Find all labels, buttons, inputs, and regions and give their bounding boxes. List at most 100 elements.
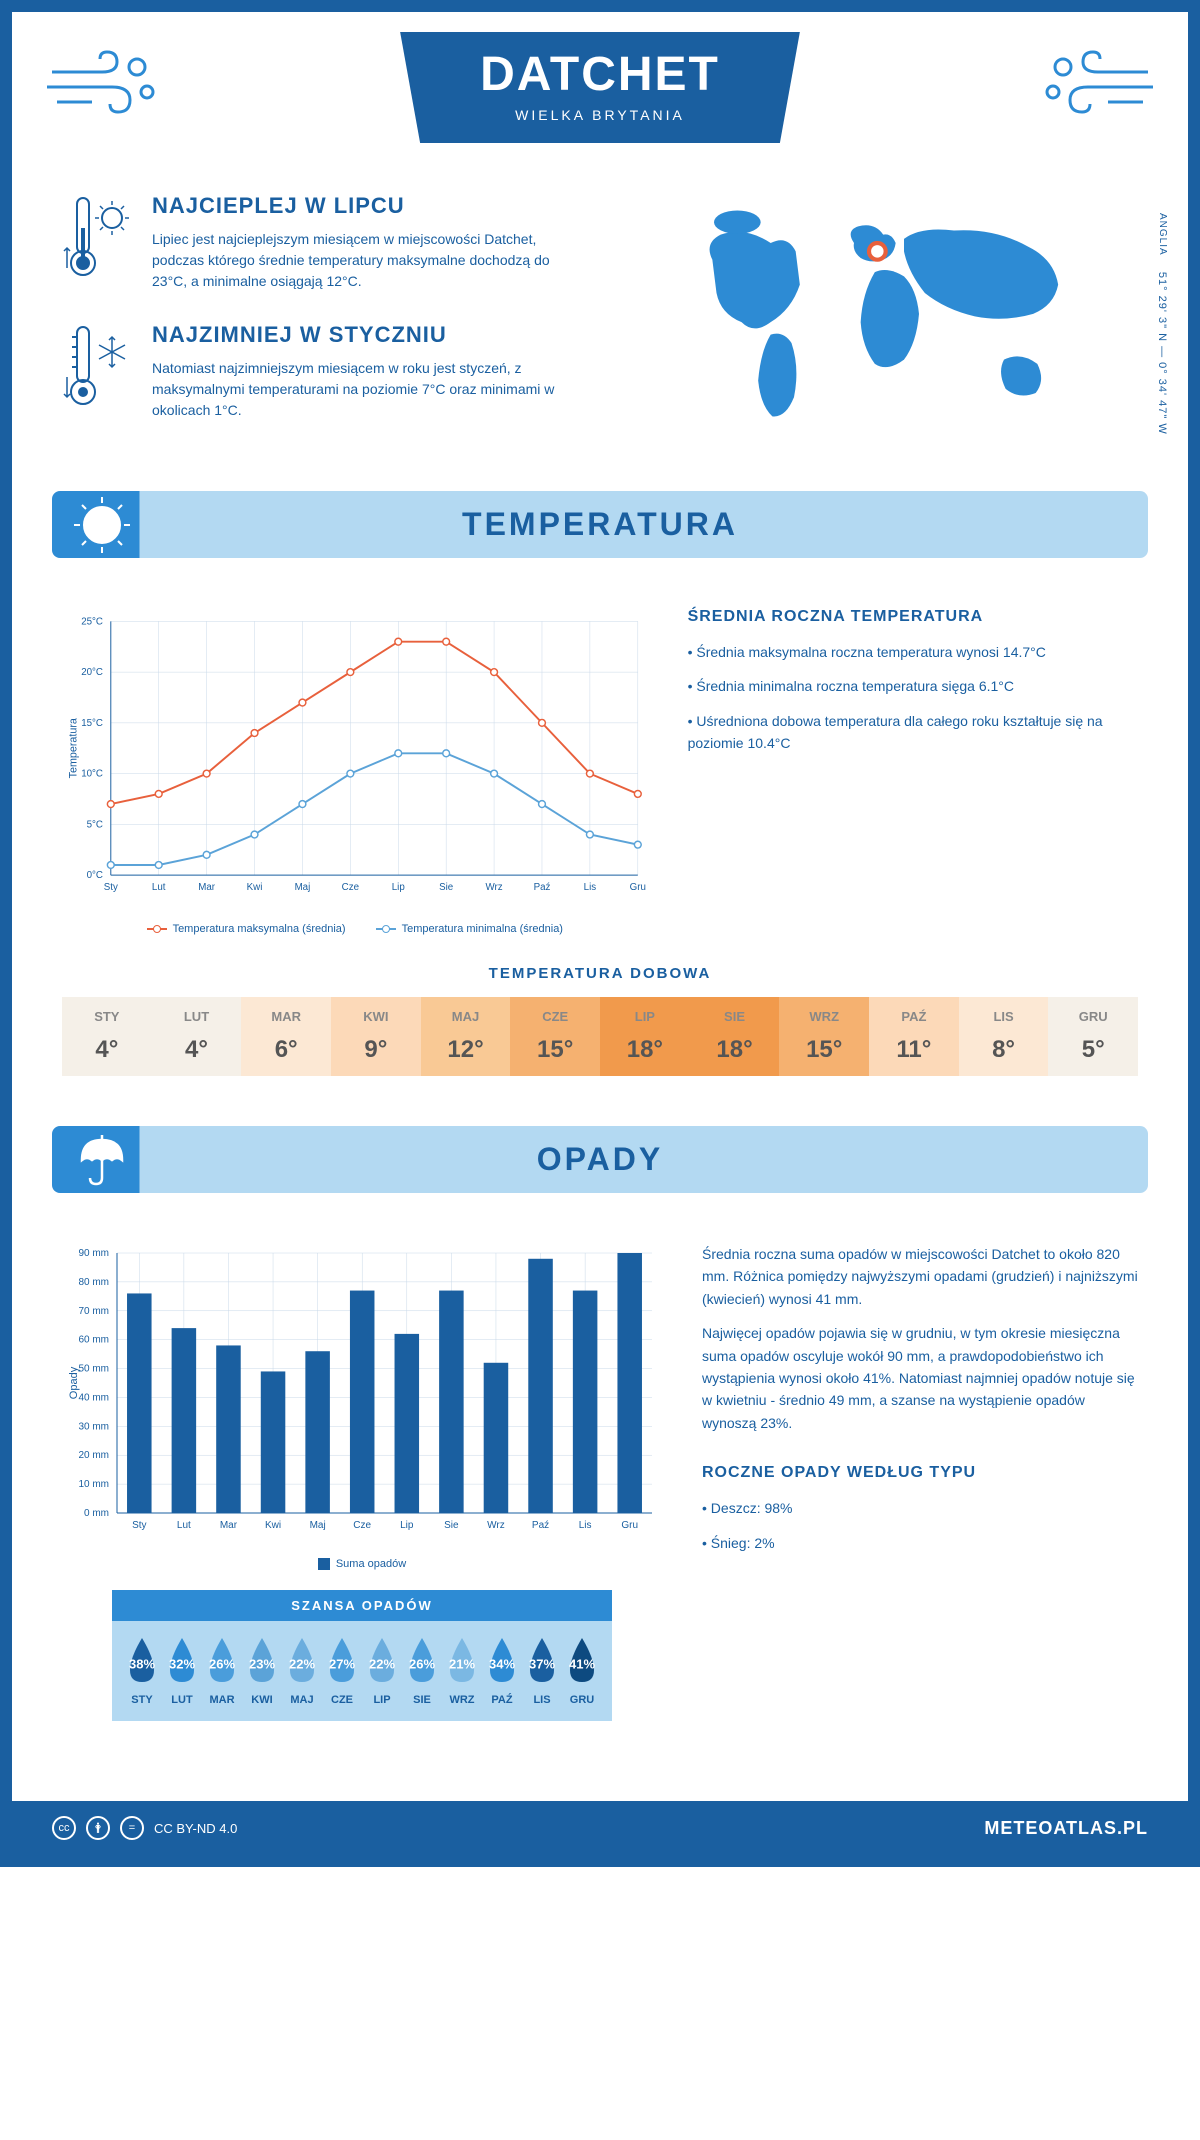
sun-icon [72, 495, 132, 555]
svg-text:Lis: Lis [584, 882, 597, 893]
chart-legend: Temperatura maksymalna (średnia) Tempera… [62, 923, 648, 935]
temp-cell: MAJ12° [421, 997, 511, 1076]
svg-text:10 mm: 10 mm [78, 1479, 109, 1490]
rain-drop-cell: 22%MAJ [282, 1636, 322, 1706]
precipitation-chart: 0 mm10 mm20 mm30 mm40 mm50 mm60 mm70 mm8… [62, 1243, 662, 1741]
svg-text:5°C: 5°C [87, 819, 103, 830]
stats-title: ŚREDNIA ROCZNA TEMPERATURA [688, 608, 1138, 626]
temperature-title: TEMPERATURA [52, 506, 1148, 543]
svg-text:Wrz: Wrz [487, 1520, 505, 1531]
rain-drop-cell: 27%CZE [322, 1636, 362, 1706]
legend-max-marker [147, 928, 167, 930]
svg-text:Wrz: Wrz [485, 882, 502, 893]
svg-text:Lip: Lip [392, 882, 406, 893]
precipitation-section-header: OPADY [52, 1126, 1148, 1193]
rain-chance: SZANSA OPADÓW 38%STY32%LUT26%MAR23%KWI22… [112, 1590, 612, 1721]
rain-drop-cell: 41%GRU [562, 1636, 602, 1706]
svg-text:Mar: Mar [198, 882, 216, 893]
rain-drop-cell: 38%STY [122, 1636, 162, 1706]
precip-legend: Suma opadów [62, 1558, 662, 1570]
rain-drop-cell: 26%MAR [202, 1636, 242, 1706]
stats-line3: • Uśredniona dobowa temperatura dla całe… [688, 710, 1138, 755]
precipitation-chart-row: 0 mm10 mm20 mm30 mm40 mm50 mm60 mm70 mm8… [12, 1213, 1188, 1771]
svg-text:Sie: Sie [444, 1520, 459, 1531]
temp-cell: CZE15° [510, 997, 600, 1076]
by-type-snow: • Śnieg: 2% [702, 1532, 1138, 1554]
svg-text:60 mm: 60 mm [78, 1335, 109, 1346]
location-title: DATCHET [480, 47, 720, 102]
license-text: CC BY-ND 4.0 [154, 1821, 237, 1836]
legend-sum-label: Suma opadów [336, 1558, 406, 1570]
footer-site: METEOATLAS.PL [984, 1818, 1148, 1839]
temp-cell: PAŹ11° [869, 997, 959, 1076]
precipitation-text: Średnia roczna suma opadów w miejscowośc… [702, 1243, 1138, 1741]
svg-text:Sie: Sie [439, 882, 453, 893]
umbrella-icon [72, 1130, 132, 1190]
svg-text:40 mm: 40 mm [78, 1392, 109, 1403]
warmest-description: Lipiec jest najcieplejszym miesiącem w m… [152, 229, 580, 292]
rain-chance-title: SZANSA OPADÓW [112, 1590, 612, 1621]
svg-text:Gru: Gru [630, 882, 646, 893]
thermometer-snowflake-icon [62, 322, 132, 412]
legend-min-marker [376, 928, 396, 930]
rain-drop-cell: 34%PAŹ [482, 1636, 522, 1706]
svg-text:Lut: Lut [152, 882, 166, 893]
svg-text:Lis: Lis [579, 1520, 592, 1531]
svg-text:50 mm: 50 mm [78, 1364, 109, 1375]
svg-text:15°C: 15°C [81, 718, 103, 729]
by-type-rain: • Deszcz: 98% [702, 1497, 1138, 1519]
temp-cell: KWI9° [331, 997, 421, 1076]
rain-drop-cell: 21%WRZ [442, 1636, 482, 1706]
warmest-text: NAJCIEPLEJ W LIPCU Lipiec jest najcieple… [152, 193, 580, 292]
temp-cell: GRU5° [1048, 997, 1138, 1076]
temp-table: STY4°LUT4°MAR6°KWI9°MAJ12°CZE15°LIP18°SI… [62, 997, 1138, 1076]
svg-text:Gru: Gru [621, 1520, 638, 1531]
legend-min: Temperatura minimalna (średnia) [376, 923, 563, 935]
temp-cell: LIP18° [600, 997, 690, 1076]
temperature-section-header: TEMPERATURA [52, 491, 1148, 558]
wind-icon [1038, 42, 1158, 122]
stats-line1: • Średnia maksymalna roczna temperatura … [688, 641, 1138, 663]
svg-text:20°C: 20°C [81, 667, 103, 678]
location-country: WIELKA BRYTANIA [480, 107, 720, 123]
line-chart-svg: 0°C5°C10°C15°C20°C25°CStyLutMarKwiMajCze… [62, 608, 648, 908]
infographic-page: DATCHET WIELKA BRYTANIA [0, 0, 1200, 1867]
daily-temp-title: TEMPERATURA DOBOWA [62, 965, 1138, 982]
header: DATCHET WIELKA BRYTANIA [12, 12, 1188, 173]
map-column: ANGLIA 51° 29' 3" N — 0° 34' 47" W [620, 193, 1138, 451]
svg-text:Kwi: Kwi [265, 1520, 281, 1531]
rain-drops-row: 38%STY32%LUT26%MAR23%KWI22%MAJ27%CZE22%L… [112, 1621, 612, 1721]
temp-cell: MAR6° [241, 997, 331, 1076]
stats-line2: • Średnia minimalna roczna temperatura s… [688, 675, 1138, 697]
warmest-title: NAJCIEPLEJ W LIPCU [152, 193, 580, 219]
footer: cc 🛉 = CC BY-ND 4.0 METEOATLAS.PL [12, 1801, 1188, 1855]
world-map-icon [620, 193, 1138, 443]
svg-text:0 mm: 0 mm [84, 1508, 109, 1519]
legend-max: Temperatura maksymalna (średnia) [147, 923, 346, 935]
coldest-title: NAJZIMNIEJ W STYCZNIU [152, 322, 580, 348]
temperature-chart: 0°C5°C10°C15°C20°C25°CStyLutMarKwiMajCze… [62, 608, 648, 935]
nd-icon: = [120, 1816, 144, 1840]
legend-max-label: Temperatura maksymalna (średnia) [173, 923, 346, 935]
latitude: 51° 29' 3" N [1156, 272, 1168, 342]
intro-text-column: NAJCIEPLEJ W LIPCU Lipiec jest najcieple… [62, 193, 580, 451]
svg-text:Lut: Lut [177, 1520, 191, 1531]
legend-min-label: Temperatura minimalna (średnia) [402, 923, 563, 935]
precip-para2: Najwięcej opadów pojawia się w grudniu, … [702, 1322, 1138, 1434]
precip-para1: Średnia roczna suma opadów w miejscowośc… [702, 1243, 1138, 1310]
thermometer-sun-icon [62, 193, 132, 283]
svg-text:Cze: Cze [342, 882, 359, 893]
rain-drop-cell: 23%KWI [242, 1636, 282, 1706]
coldest-text: NAJZIMNIEJ W STYCZNIU Natomiast najzimni… [152, 322, 580, 421]
temperature-stats: ŚREDNIA ROCZNA TEMPERATURA • Średnia mak… [688, 608, 1138, 935]
svg-text:10°C: 10°C [81, 769, 103, 780]
legend-sum: Suma opadów [318, 1558, 406, 1570]
svg-text:Paź: Paź [532, 1520, 549, 1531]
svg-text:Opady: Opady [68, 1366, 80, 1399]
rain-drop-cell: 26%SIE [402, 1636, 442, 1706]
svg-text:70 mm: 70 mm [78, 1306, 109, 1317]
wind-icon [42, 42, 162, 122]
svg-text:Lip: Lip [400, 1520, 414, 1531]
svg-text:Sty: Sty [104, 882, 118, 893]
longitude: 0° 34' 47" W [1156, 362, 1168, 435]
